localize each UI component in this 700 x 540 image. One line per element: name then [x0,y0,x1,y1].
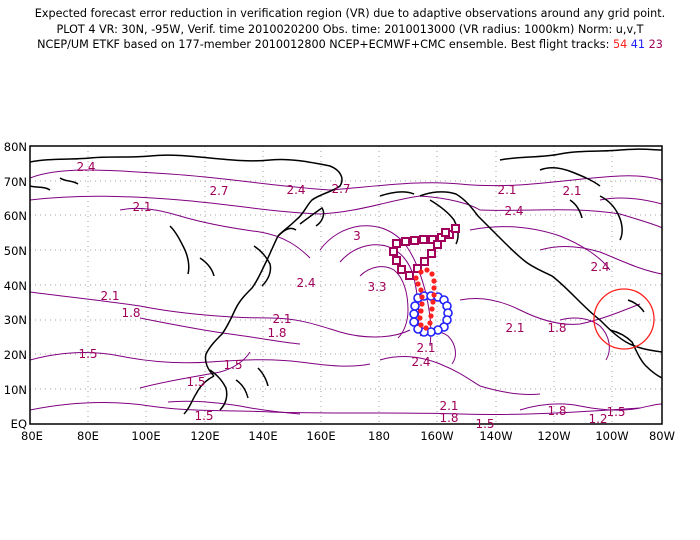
contour-label: 1.5 [223,358,242,372]
contour-label: 3 [353,229,361,243]
contour-value-labels: 2.4 2.7 2.4 2.7 2.1 2.1 2.1 2.4 3 2.4 3.… [76,160,625,431]
lon-label: 180 [368,429,390,443]
flight-track-purple [389,224,460,280]
latitude-labels: 80N 70N 60N 50N 40N 30N 20N 10N EQ [4,140,27,431]
contour-label: 2.4 [590,260,609,274]
map-frame [29,145,663,425]
lon-label: 100E [131,429,160,443]
contour-label: 2.4 [411,355,430,369]
contour-label: 2.4 [296,276,315,290]
lat-label: 10N [4,383,27,397]
lon-label: 120E [190,429,219,443]
lat-label: 50N [4,244,27,258]
contour-label: 3.3 [367,280,386,294]
contour-label: 1.5 [186,375,205,389]
lon-label: 140E [248,429,277,443]
lon-label: 160E [306,429,335,443]
longitude-labels: 80E 80E 100E 120E 140E 160E 180 160W 140… [21,429,675,443]
contour-label: 2.1 [497,183,516,197]
contour-label: 2.7 [209,184,228,198]
contour-label: 2.1 [505,321,524,335]
header-line-3-text: NCEP/UM ETKF based on 177-member 2010012… [37,38,610,51]
contour-label: 1.5 [78,347,97,361]
verification-region-circle [593,288,655,350]
lat-label: EQ [11,417,27,431]
coastlines [30,148,662,415]
contour-label: 2.1 [132,200,151,214]
lat-label: 30N [4,313,27,327]
track-count-blue: 41 [630,38,646,51]
contour-label: 1.8 [547,321,566,335]
flight-track-red [413,267,437,331]
lat-label: 80N [4,140,27,154]
contour-label: 1.5 [606,405,625,419]
lon-label: 120W [537,429,570,443]
contour-label: 1.8 [439,411,458,425]
contour-label: 1.5 [194,409,213,423]
contour-label: 2.1 [416,341,435,355]
contour-label: 2.4 [286,183,305,197]
contour-label: 2.4 [76,160,95,174]
contour-label: 1.8 [267,326,286,340]
lon-label: 140W [479,429,512,443]
track-count-red: 54 [612,38,628,51]
lat-label: 40N [4,279,27,293]
lat-label: 20N [4,348,27,362]
contour-label: 1.8 [547,404,566,418]
header-line-2: PLOT 4 VR: 30N, -95W, Verif. time 201002… [56,22,644,36]
graticule [30,146,662,424]
lat-label: 70N [4,175,27,189]
contour-label: 2.1 [100,289,119,303]
contour-lines [30,169,662,416]
lon-label: 80E [77,429,99,443]
contour-label: 2.1 [439,399,458,413]
contour-label: 2.7 [331,182,350,196]
contour-label: 2.1 [272,312,291,326]
contour-label: 1.5 [475,417,494,431]
lat-label: 60N [4,209,27,223]
contour-label: 1.8 [121,306,140,320]
plot-header: Expected forecast error reduction in ver… [0,6,700,53]
header-line-3: NCEP/UM ETKF based on 177-member 2010012… [0,37,700,53]
contour-label: 1.2 [588,412,607,426]
header-line-1: Expected forecast error reduction in ver… [34,7,666,20]
lon-label: 160W [420,429,453,443]
contour-label: 2.1 [562,184,581,198]
lon-label: 100W [595,429,628,443]
lon-label: 80W [649,429,675,443]
track-count-purple: 23 [648,38,663,51]
contour-label: 2.4 [504,204,523,218]
lon-label: 80E [21,429,43,443]
